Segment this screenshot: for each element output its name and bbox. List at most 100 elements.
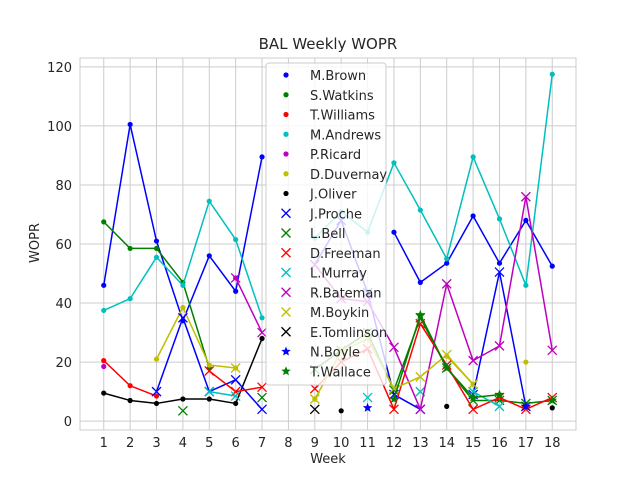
legend-item: J.Oliver bbox=[283, 188, 357, 203]
y-tick-label: 80 bbox=[55, 179, 72, 194]
data-point bbox=[494, 267, 505, 278]
data-point bbox=[309, 404, 320, 415]
legend-label: T.Williams bbox=[309, 109, 375, 124]
x-tick-label: 9 bbox=[311, 436, 319, 451]
legend-item: P.Ricard bbox=[283, 148, 361, 163]
data-point bbox=[101, 219, 107, 225]
x-tick-label: 7 bbox=[258, 436, 266, 451]
data-point bbox=[101, 363, 107, 370]
data-point bbox=[153, 238, 160, 244]
legend-marker bbox=[281, 326, 291, 337]
data-point bbox=[206, 198, 212, 204]
legend-marker bbox=[281, 366, 291, 376]
legend-item: M.Andrews bbox=[283, 128, 381, 143]
series-e-tomlinson bbox=[309, 404, 320, 415]
series-line bbox=[472, 390, 500, 408]
series-line bbox=[234, 277, 263, 333]
data-point bbox=[206, 396, 212, 402]
data-point bbox=[233, 400, 239, 407]
data-point bbox=[233, 236, 239, 243]
legend-item: M.Boykin bbox=[281, 306, 369, 321]
data-point bbox=[257, 382, 268, 393]
data-point bbox=[233, 288, 239, 294]
y-tick-label: 120 bbox=[47, 61, 72, 76]
data-point bbox=[523, 282, 529, 288]
data-point bbox=[309, 394, 320, 404]
data-point bbox=[101, 282, 107, 288]
data-point bbox=[444, 403, 450, 409]
legend-marker bbox=[283, 171, 289, 177]
legend-marker bbox=[281, 346, 291, 356]
data-point bbox=[127, 383, 133, 389]
y-tick-label: 20 bbox=[55, 356, 72, 371]
data-point bbox=[417, 279, 423, 285]
legend: M.Brown S.Watkins T.Williams M.Andrews P.Ric… bbox=[265, 62, 387, 386]
legend-item: D.Freeman bbox=[281, 247, 381, 262]
series-m-andrews bbox=[101, 71, 555, 321]
data-point bbox=[415, 404, 426, 415]
series-line bbox=[155, 306, 236, 369]
legend-label: P.Ricard bbox=[310, 148, 361, 163]
legend-label: L.Bell bbox=[310, 227, 346, 242]
data-point bbox=[101, 390, 107, 396]
legend-item: L.Murray bbox=[281, 267, 367, 282]
data-point bbox=[153, 254, 160, 260]
data-point bbox=[496, 216, 503, 222]
legend-item: T.Wallace bbox=[281, 365, 371, 380]
data-point bbox=[206, 362, 212, 368]
x-tick-label: 18 bbox=[544, 436, 561, 451]
legend-item: J.Proche bbox=[281, 207, 362, 222]
y-axis-label: WOPR bbox=[28, 223, 43, 263]
plot-frame bbox=[79, 57, 577, 431]
data-point bbox=[153, 245, 160, 252]
data-point bbox=[204, 386, 215, 397]
data-point bbox=[338, 408, 344, 414]
data-point bbox=[523, 217, 529, 223]
data-point bbox=[362, 392, 373, 403]
series-m-brown bbox=[101, 121, 555, 324]
data-point bbox=[391, 229, 397, 235]
data-point bbox=[549, 71, 555, 77]
data-point bbox=[441, 349, 452, 360]
series-t-williams bbox=[101, 358, 160, 399]
x-tick-label: 10 bbox=[333, 436, 350, 451]
legend-label: M.Andrews bbox=[310, 128, 381, 143]
x-tick-label: 17 bbox=[518, 436, 535, 451]
y-tick-label: 0 bbox=[64, 415, 72, 430]
x-tick-label: 1 bbox=[100, 436, 108, 451]
x-axis-label: Week bbox=[310, 452, 346, 467]
legend-label: N.Boyle bbox=[310, 346, 360, 361]
legend-item: R.Bateman bbox=[281, 286, 382, 301]
legend-item: E.Tomlinson bbox=[281, 326, 387, 341]
series-l-murray bbox=[204, 386, 505, 412]
data-point bbox=[547, 345, 558, 356]
legend-label: S.Watkins bbox=[310, 89, 374, 104]
data-point bbox=[206, 253, 212, 259]
data-point bbox=[230, 386, 241, 397]
legend-marker bbox=[283, 92, 289, 98]
legend-marker bbox=[281, 228, 291, 238]
legend-marker bbox=[283, 190, 289, 197]
data-point bbox=[153, 400, 160, 407]
legend-label: D.Freeman bbox=[310, 247, 381, 262]
data-point bbox=[520, 191, 531, 202]
data-point bbox=[521, 401, 531, 411]
data-point bbox=[494, 340, 505, 351]
data-point bbox=[388, 342, 399, 353]
data-point bbox=[549, 263, 555, 269]
data-point bbox=[468, 379, 479, 390]
data-point bbox=[415, 371, 426, 382]
legend-box bbox=[265, 62, 387, 386]
data-point bbox=[101, 307, 107, 314]
data-point bbox=[127, 121, 133, 128]
legend-marker bbox=[281, 287, 291, 298]
data-point bbox=[417, 207, 423, 213]
data-point bbox=[547, 395, 558, 405]
data-point bbox=[180, 282, 186, 288]
x-tick-label: 15 bbox=[465, 436, 482, 451]
data-point bbox=[127, 245, 133, 252]
data-point bbox=[441, 278, 452, 289]
legend-item: S.Watkins bbox=[283, 89, 374, 104]
data-point bbox=[389, 394, 399, 404]
y-tick-label: 60 bbox=[55, 238, 72, 253]
